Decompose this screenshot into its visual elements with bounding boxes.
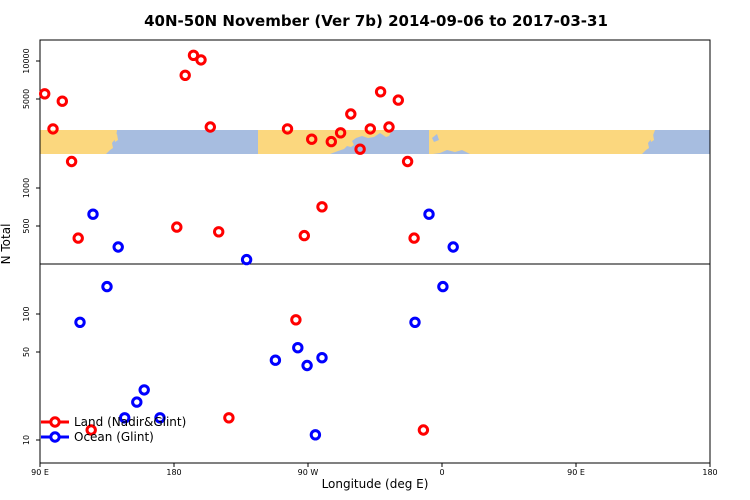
x-tick-2: 180 [166, 463, 182, 477]
legend-marker-ocean [49, 431, 61, 443]
chart-title: 40N-50N November (Ver 7b) 2014-09-06 to … [144, 12, 608, 30]
world-map-strip [40, 130, 710, 154]
y-tick-label-10000: 10000 [22, 48, 31, 73]
legend-item-ocean: Ocean (Glint) [41, 430, 154, 444]
ocean-point-17 [437, 280, 449, 293]
y-tick-10000: 10000 [22, 48, 40, 74]
y-tick-10: 10 [22, 435, 40, 445]
ocean-point-5 [119, 412, 131, 424]
land-point-8 [179, 69, 191, 82]
y-tick-label-10: 10 [22, 435, 31, 445]
y-tick-100: 100 [22, 306, 40, 322]
y-tick-50: 50 [22, 347, 40, 357]
ocean-point-2 [87, 208, 99, 220]
ocean-point-15 [409, 316, 421, 328]
ocean-point-3 [101, 280, 113, 293]
land-point-29 [417, 424, 430, 436]
land-point-7 [171, 221, 183, 233]
x-tick-4: 0 [439, 463, 445, 477]
ocean-point-10 [269, 354, 282, 366]
land-point-22 [354, 143, 366, 155]
ocean-point-1 [74, 316, 86, 328]
land-point-17 [306, 133, 318, 145]
x-tick-label-2: 180 [166, 468, 181, 477]
x-tick-label-6: 180 [702, 468, 717, 477]
x-tick-label-5: 90 E [567, 468, 585, 477]
y-tick-label-50: 50 [22, 347, 31, 357]
y-tick-label-500: 500 [22, 218, 31, 233]
land-point-6 [85, 424, 97, 436]
ocean-point-12 [301, 359, 313, 372]
x-tick-6: 180 [702, 463, 718, 477]
land-point-10 [195, 54, 207, 66]
land-point-15 [290, 314, 302, 326]
ocean-point-14 [316, 352, 328, 364]
land-point-13 [223, 412, 235, 424]
land-point-24 [374, 86, 387, 98]
land-point-21 [345, 108, 357, 120]
land-point-27 [401, 155, 414, 168]
land-point-23 [364, 123, 376, 135]
x-tick-label-3: 90 W [298, 468, 319, 477]
land-point-18 [316, 201, 328, 213]
land-point-26 [392, 94, 404, 106]
ocean-point-6 [131, 396, 143, 408]
legend-marker-land [49, 416, 61, 428]
land-point-2 [47, 123, 59, 135]
x-tick-5: 90 E [567, 463, 585, 477]
y-tick-500: 500 [22, 218, 40, 234]
ocean-point-11 [292, 342, 304, 354]
ocean-point-8 [154, 412, 166, 424]
land-point-1 [39, 88, 51, 100]
ocean-point-7 [138, 384, 150, 396]
land-point-20 [334, 127, 347, 139]
land-point-19 [325, 135, 337, 148]
x-tick-1: 90 E [31, 463, 49, 477]
y-tick-label-1000: 1000 [22, 178, 31, 198]
x-axis-label: Longitude (deg E) [322, 477, 429, 491]
y-tick-label-100: 100 [22, 306, 31, 321]
plot-frame [39, 39, 711, 464]
ocean-point-13 [309, 429, 322, 441]
legend-label-ocean: Ocean (Glint) [74, 430, 154, 444]
x-tick-3: 90 W [298, 463, 319, 477]
land-point-5 [72, 232, 84, 244]
ocean-point-4 [112, 241, 124, 253]
land-point-28 [408, 232, 420, 244]
land-point-25 [383, 121, 395, 133]
legend-item-land: Land (Nadir&Glint) [41, 415, 186, 429]
land-point-16 [298, 229, 310, 242]
y-tick-label-5000: 5000 [22, 89, 31, 109]
y-tick-5000: 5000 [22, 89, 40, 109]
legend-label-land: Land (Nadir&Glint) [74, 415, 186, 429]
ocean-point-16 [423, 208, 435, 220]
legend: Land (Nadir&Glint) Ocean (Glint) [41, 415, 186, 444]
ocean-point-18 [447, 241, 459, 253]
land-point-11 [204, 121, 217, 133]
ocean-point-9 [240, 253, 253, 266]
land-point-4 [65, 155, 78, 168]
land-point-12 [213, 226, 225, 238]
data-points [39, 49, 459, 441]
x-tick-label-4: 0 [439, 468, 444, 477]
y-axis-label: N Total [0, 224, 13, 265]
land-point-14 [281, 123, 294, 135]
x-tick-label-1: 90 E [31, 468, 49, 477]
y-tick-1000: 1000 [22, 178, 40, 198]
land-point-3 [56, 95, 68, 107]
